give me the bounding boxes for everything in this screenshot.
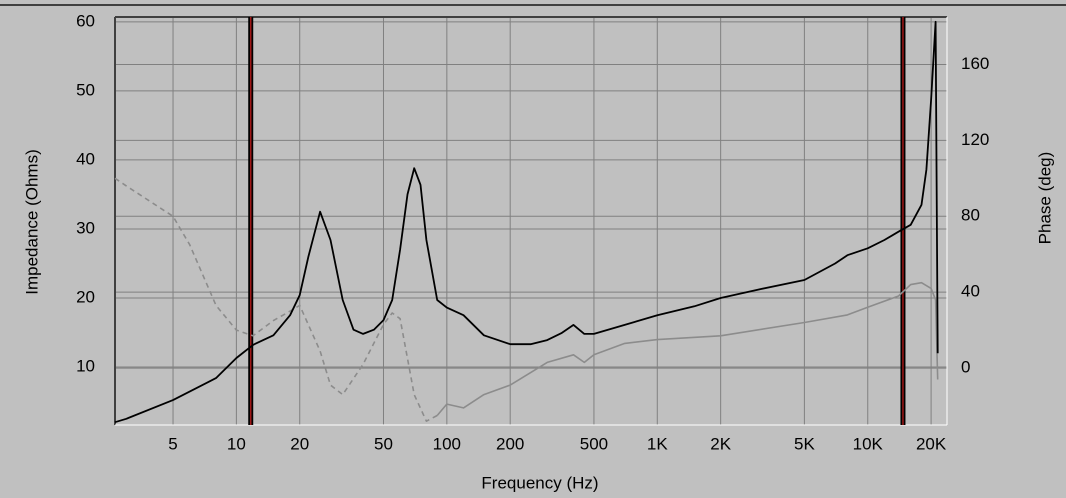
y2-tick-label: 0 — [961, 358, 970, 377]
y2-axis-label: Phase (deg) — [1035, 152, 1054, 245]
y2-tick-label: 80 — [961, 206, 980, 225]
x-tick-label: 50 — [374, 434, 393, 453]
y-tick-label: 40 — [76, 149, 95, 168]
y-tick-label: 30 — [76, 218, 95, 237]
x-tick-label: 20 — [290, 434, 309, 453]
x-tick-label: 10 — [227, 434, 246, 453]
y2-tick-label: 160 — [961, 54, 989, 73]
y2-tick-label: 120 — [961, 130, 989, 149]
y-axis-label: Impedance (Ohms) — [22, 149, 41, 295]
x-tick-label: 5 — [168, 434, 177, 453]
phase-line — [114, 177, 438, 422]
impedance-line — [114, 20, 939, 424]
x-tick-label: 2K — [710, 434, 731, 453]
y-tick-label: 10 — [76, 356, 95, 375]
x-tick-label: 1K — [647, 434, 668, 453]
x-tick-label: 100 — [433, 434, 461, 453]
y-tick-label: 20 — [76, 287, 95, 306]
phase-line — [436, 281, 939, 417]
x-tick-label: 200 — [496, 434, 524, 453]
x-tick-label: 20K — [916, 434, 947, 453]
y-tick-label: 60 — [76, 11, 95, 30]
y2-tick-label: 40 — [961, 282, 980, 301]
x-tick-label: 10K — [853, 434, 884, 453]
x-tick-label: 5K — [794, 434, 815, 453]
x-tick-label: 500 — [580, 434, 608, 453]
x-axis-label: Frequency (Hz) — [481, 473, 598, 492]
y-tick-label: 50 — [76, 80, 95, 99]
